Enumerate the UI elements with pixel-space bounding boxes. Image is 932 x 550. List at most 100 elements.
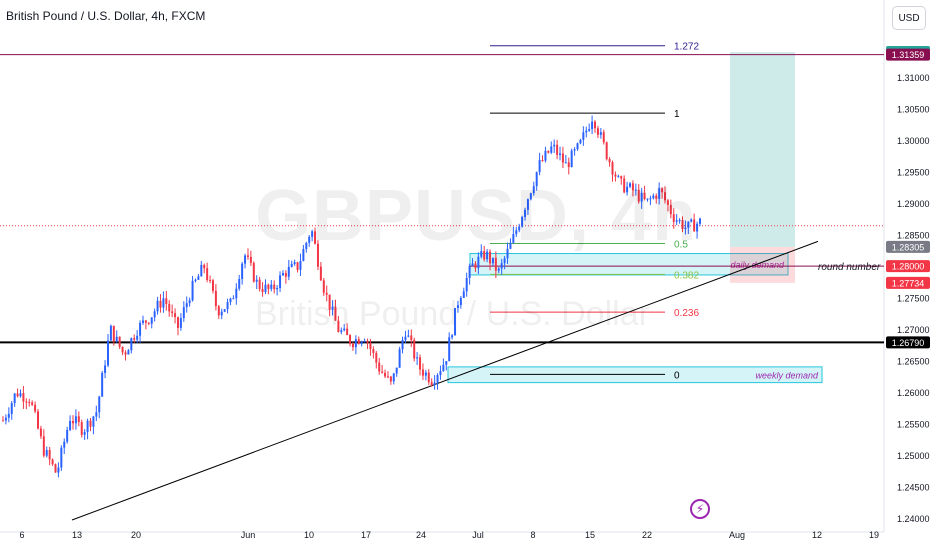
y-tick-label: 1.26000 [897, 388, 930, 398]
candle-body [354, 339, 357, 348]
candle-body [2, 420, 4, 422]
candle-body [392, 373, 395, 382]
candle-body [553, 144, 556, 147]
candle-body [497, 268, 500, 271]
x-tick-label: Aug [729, 530, 745, 540]
candle-body [51, 459, 54, 465]
zone-label: weekly demand [755, 371, 819, 381]
candle-body [311, 231, 314, 237]
candle-body [430, 382, 433, 385]
candle-body [658, 188, 661, 199]
candle-body [223, 309, 226, 312]
y-tick-label: 1.24000 [897, 514, 930, 524]
candle-body [509, 242, 512, 249]
candle-body [284, 273, 287, 277]
candle-body [384, 372, 387, 377]
candle-body [4, 417, 7, 421]
candle-body [83, 432, 86, 435]
candle-body [693, 219, 696, 232]
candle-body [258, 279, 261, 290]
candle-body [232, 298, 235, 300]
x-tick-label: Jul [472, 530, 484, 540]
candle-body [25, 401, 28, 403]
candle-body [162, 298, 165, 308]
candle-body [299, 260, 302, 270]
candle-body [614, 174, 617, 177]
candle-body [515, 230, 518, 235]
x-tick-label: 6 [19, 530, 24, 540]
zone-label: daily demand [730, 260, 785, 270]
fib-level-label: 1.272 [674, 42, 699, 53]
candle-body [214, 290, 217, 307]
symbol-watermark: GBPUSD, 4h [255, 176, 698, 256]
candle-body [526, 199, 529, 210]
candle-body [599, 132, 602, 135]
candle-body [188, 300, 191, 304]
candle-body [521, 217, 524, 227]
candle-body [118, 336, 121, 347]
candle-body [637, 189, 640, 202]
candle-body [489, 251, 492, 264]
candle-body [246, 255, 249, 257]
candle-body [191, 280, 194, 301]
candle-body [681, 220, 684, 230]
candle-body [7, 413, 10, 418]
candle-body [217, 306, 220, 316]
price-axis-bg [884, 0, 932, 550]
price-label: 1.26790 [892, 338, 925, 348]
candle-body [267, 284, 270, 289]
candle-body [687, 221, 690, 228]
candle-body [494, 257, 497, 271]
candle-body [483, 251, 486, 260]
candle-body [532, 186, 535, 194]
candle-body [69, 420, 72, 431]
candle-body [588, 129, 591, 131]
candle-body [334, 306, 337, 321]
candle-body [375, 352, 378, 363]
candle-body [98, 396, 101, 413]
lightning-icon[interactable]: ⚡ [690, 499, 710, 519]
candle-body [456, 305, 459, 309]
candle-body [241, 263, 244, 280]
candle-body [672, 214, 675, 222]
candle-body [261, 289, 264, 293]
candle-body [538, 160, 541, 173]
candle-body [179, 318, 182, 328]
candle-body [48, 450, 51, 460]
candle-body [427, 372, 430, 383]
candle-body [206, 268, 209, 280]
candle-body [316, 243, 319, 267]
candle-body [631, 183, 634, 191]
fib-level-label: 1 [674, 109, 680, 120]
candle-body [561, 153, 564, 163]
candle-body [433, 382, 436, 385]
x-tick-label: 12 [812, 530, 822, 540]
candle-body [503, 258, 506, 264]
candle-body [439, 371, 442, 376]
x-tick-label: 20 [131, 530, 141, 540]
x-tick-label: 15 [585, 530, 595, 540]
y-tick-label: 1.31000 [897, 73, 930, 83]
candle-body [340, 330, 343, 332]
candle-body [605, 142, 608, 160]
candle-body [238, 279, 241, 289]
candle-body [252, 262, 255, 282]
candle-body [500, 263, 503, 269]
trendline-label: round number [818, 262, 881, 273]
candle-body [395, 367, 398, 374]
candle-body [381, 371, 384, 373]
candle-body [529, 193, 532, 200]
candle-body [360, 341, 363, 344]
y-tick-label: 1.28500 [897, 231, 930, 241]
x-tick-label: 22 [642, 530, 652, 540]
candle-body [112, 325, 115, 342]
candle-body [678, 220, 681, 222]
currency-button[interactable]: USD [892, 6, 926, 30]
candle-body [121, 346, 124, 353]
candle-body [153, 311, 156, 318]
candle-body [74, 416, 77, 424]
candle-body [165, 298, 168, 304]
candle-body [559, 153, 562, 155]
candle-body [357, 339, 360, 344]
